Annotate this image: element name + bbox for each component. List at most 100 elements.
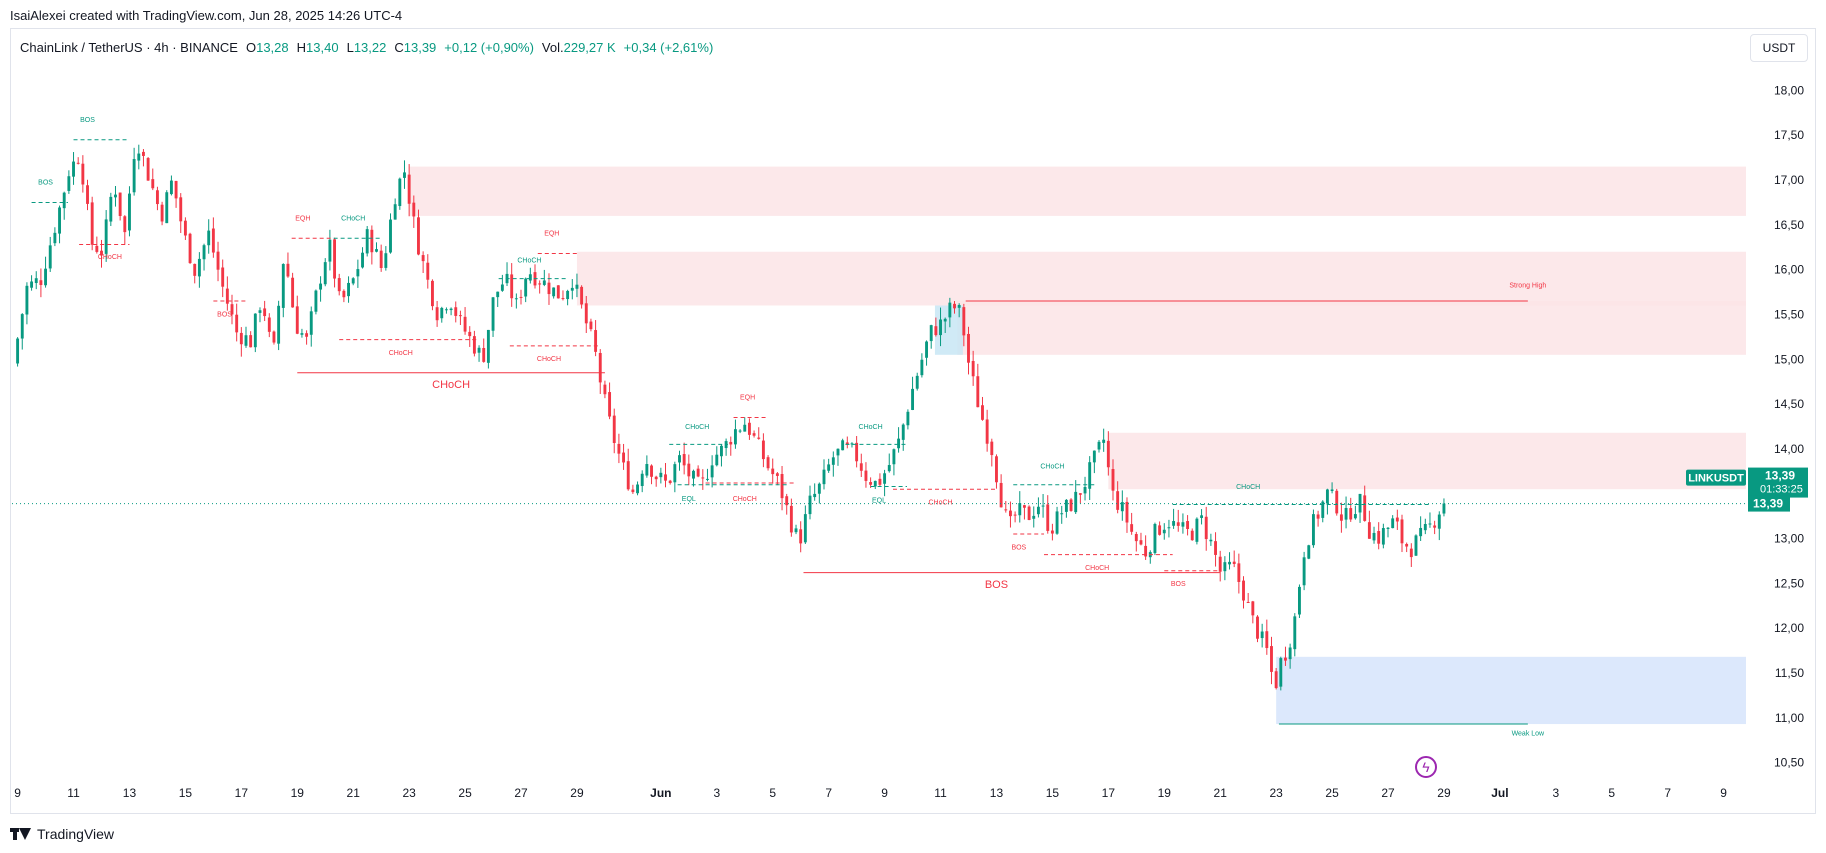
candle-body bbox=[1088, 462, 1092, 489]
candle-body bbox=[589, 321, 593, 330]
candle-body bbox=[123, 216, 127, 233]
candle-body bbox=[1279, 658, 1283, 687]
structure-label: EQH bbox=[544, 231, 559, 238]
structure-label: CHoCH bbox=[1236, 484, 1260, 491]
candle-body bbox=[379, 250, 383, 269]
tradingview-icon bbox=[10, 828, 32, 840]
candle-body bbox=[1134, 533, 1138, 542]
candle-body bbox=[277, 305, 281, 344]
candle-body bbox=[142, 151, 145, 156]
time-tick-label: 11 bbox=[67, 786, 80, 800]
candle-body bbox=[398, 178, 402, 207]
candle-body bbox=[1032, 515, 1036, 519]
symbol-name[interactable]: ChainLink / TetherUS · 4h · BINANCE bbox=[20, 40, 238, 55]
candle-body bbox=[221, 267, 225, 287]
candle-body bbox=[850, 443, 854, 445]
candle-body bbox=[412, 202, 416, 217]
candle-body bbox=[1284, 657, 1287, 661]
candle-body bbox=[659, 472, 663, 478]
candle-body bbox=[468, 331, 472, 337]
candle-body bbox=[230, 304, 234, 315]
candle-body bbox=[1251, 601, 1255, 616]
candle-body bbox=[1391, 518, 1395, 529]
candle-body bbox=[295, 306, 299, 334]
candle-body bbox=[1228, 561, 1231, 565]
candle-body bbox=[939, 319, 942, 336]
candle-body bbox=[1209, 539, 1213, 542]
price-tick-label: 11,50 bbox=[1775, 666, 1804, 680]
structure-label: CHoCH bbox=[928, 499, 952, 506]
structure-label: CHoCH bbox=[432, 379, 470, 391]
candle-body bbox=[743, 424, 747, 432]
candle-body bbox=[682, 454, 686, 466]
candle-body bbox=[1316, 514, 1320, 519]
candle-body bbox=[1078, 493, 1082, 495]
structure-label: BOS bbox=[217, 311, 232, 318]
candle-body bbox=[752, 433, 756, 436]
volume-label: Vol. bbox=[541, 40, 564, 55]
candle-body bbox=[1102, 439, 1106, 443]
time-tick-label: 9 bbox=[1720, 786, 1727, 800]
time-tick-label: Jun bbox=[650, 786, 671, 800]
candle-body bbox=[771, 468, 775, 475]
candle-body bbox=[169, 180, 173, 195]
candle-body bbox=[538, 283, 542, 285]
candle-body bbox=[1311, 514, 1315, 546]
candle-body bbox=[403, 172, 406, 178]
structure-label: BOS bbox=[80, 117, 95, 124]
candle-body bbox=[1046, 504, 1050, 531]
candle-body bbox=[1083, 486, 1087, 494]
candle-body bbox=[361, 252, 364, 268]
candle-body bbox=[1186, 521, 1190, 529]
candle-body bbox=[370, 229, 374, 253]
candle-body bbox=[650, 465, 653, 477]
candle-body bbox=[1344, 508, 1348, 520]
structure-label: CHoCH bbox=[685, 424, 709, 431]
price-tick-label: 14,50 bbox=[1774, 397, 1804, 411]
candle-body bbox=[999, 482, 1003, 508]
candle-body bbox=[622, 452, 626, 463]
candle-body bbox=[1158, 525, 1162, 535]
chart-credit: IsaiAlexei created with TradingView.com,… bbox=[10, 8, 403, 23]
candle-body bbox=[920, 359, 924, 376]
candle-body bbox=[1064, 499, 1068, 512]
candle-body bbox=[272, 331, 276, 343]
candle-body bbox=[948, 302, 952, 318]
candle-body bbox=[706, 478, 709, 480]
time-tick-label: 7 bbox=[1664, 786, 1671, 800]
candle-body bbox=[631, 489, 635, 493]
currency-button[interactable]: USDT bbox=[1750, 34, 1808, 62]
candle-body bbox=[1223, 562, 1227, 572]
candle-body bbox=[953, 303, 956, 309]
candle-body bbox=[1069, 499, 1073, 511]
candle-body bbox=[431, 280, 434, 307]
candle-body bbox=[981, 405, 984, 420]
candle-body bbox=[556, 285, 560, 299]
candle-body bbox=[654, 476, 658, 480]
candle-body bbox=[1120, 502, 1124, 512]
candle-body bbox=[566, 290, 570, 300]
candle-body bbox=[1288, 647, 1292, 660]
candle-body bbox=[500, 284, 504, 291]
time-tick-label: 17 bbox=[235, 786, 249, 800]
candle-body bbox=[757, 437, 761, 439]
candle-body bbox=[1018, 503, 1022, 516]
candle-body bbox=[34, 278, 38, 284]
close-label: C bbox=[394, 40, 404, 55]
lightning-icon[interactable]: ϟ bbox=[1415, 756, 1437, 778]
symbol-tag-bg bbox=[1686, 469, 1746, 486]
candle-body bbox=[1092, 450, 1096, 463]
structure-label: CHoCH bbox=[341, 215, 365, 222]
candle-body bbox=[645, 464, 649, 476]
candle-body bbox=[1381, 528, 1385, 545]
time-tick-label: 17 bbox=[1102, 786, 1116, 800]
candle-body bbox=[109, 196, 113, 222]
candle-body bbox=[995, 456, 998, 483]
candle-body bbox=[1409, 548, 1413, 558]
tradingview-logo[interactable]: TradingView bbox=[10, 826, 114, 842]
time-tick-label: 27 bbox=[1381, 786, 1395, 800]
candle-body bbox=[482, 347, 486, 362]
candle-body bbox=[458, 315, 462, 317]
candle-body bbox=[58, 207, 61, 234]
